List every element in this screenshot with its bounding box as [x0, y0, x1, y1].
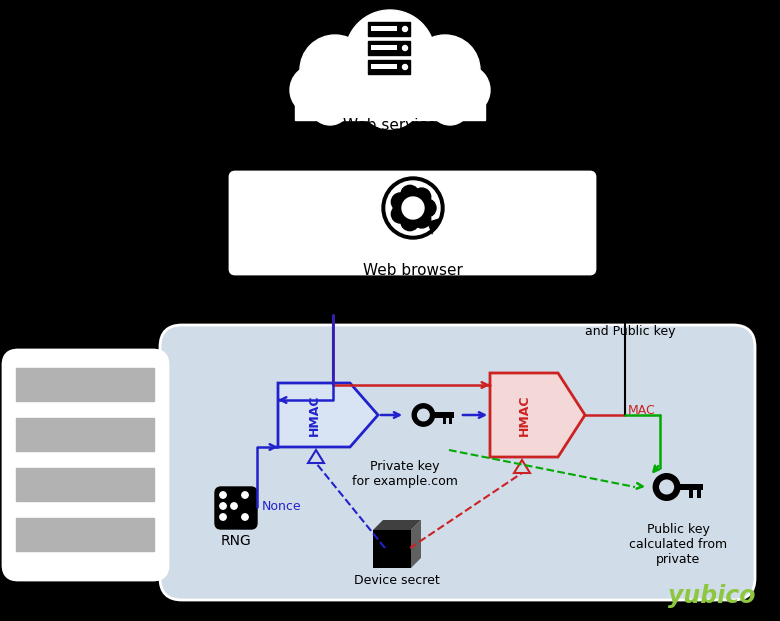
- Bar: [371, 45, 397, 50]
- Bar: [368, 22, 410, 36]
- Polygon shape: [411, 520, 421, 568]
- FancyBboxPatch shape: [3, 350, 168, 580]
- Text: AppID: AppID: [316, 300, 358, 314]
- Circle shape: [392, 205, 410, 223]
- Bar: [368, 41, 410, 55]
- Polygon shape: [308, 450, 324, 463]
- Bar: [371, 26, 397, 31]
- Circle shape: [660, 480, 673, 494]
- Circle shape: [345, 10, 435, 100]
- Polygon shape: [278, 383, 378, 447]
- Text: Private key
for example.com: Private key for example.com: [352, 460, 458, 488]
- Bar: [16, 468, 154, 501]
- Text: MAC: MAC: [628, 404, 656, 417]
- Circle shape: [392, 193, 410, 211]
- Bar: [16, 518, 154, 551]
- Polygon shape: [373, 530, 411, 568]
- Circle shape: [290, 65, 340, 115]
- Circle shape: [231, 503, 237, 509]
- Circle shape: [242, 492, 248, 498]
- Text: HMAC: HMAC: [517, 394, 530, 436]
- Circle shape: [310, 85, 350, 125]
- Circle shape: [220, 503, 226, 509]
- Circle shape: [386, 181, 440, 235]
- Circle shape: [417, 409, 429, 421]
- Text: Nonce: Nonce: [262, 501, 302, 514]
- Polygon shape: [490, 373, 585, 457]
- Circle shape: [220, 492, 226, 498]
- Text: AppID: AppID: [290, 143, 332, 157]
- Circle shape: [402, 197, 424, 219]
- Circle shape: [412, 404, 434, 426]
- Circle shape: [418, 199, 436, 217]
- Bar: [449, 417, 452, 424]
- Bar: [442, 417, 446, 424]
- Circle shape: [410, 35, 480, 105]
- Circle shape: [430, 85, 470, 125]
- Polygon shape: [514, 460, 530, 473]
- Circle shape: [220, 514, 226, 520]
- Circle shape: [382, 177, 444, 239]
- Text: Web browser: Web browser: [363, 263, 463, 278]
- Circle shape: [654, 474, 680, 501]
- Bar: [431, 412, 454, 417]
- Bar: [16, 418, 154, 451]
- Bar: [690, 490, 693, 497]
- Polygon shape: [373, 520, 421, 530]
- Circle shape: [300, 35, 370, 105]
- FancyBboxPatch shape: [230, 172, 595, 274]
- Circle shape: [402, 65, 407, 70]
- Circle shape: [401, 212, 419, 230]
- Circle shape: [413, 188, 431, 206]
- Text: Device secret: Device secret: [354, 574, 440, 587]
- Circle shape: [401, 185, 419, 203]
- Circle shape: [390, 55, 450, 115]
- Bar: [676, 484, 703, 490]
- Text: RNG: RNG: [221, 534, 251, 548]
- FancyBboxPatch shape: [160, 325, 755, 600]
- Circle shape: [440, 65, 490, 115]
- Bar: [16, 368, 154, 401]
- Text: Key handle
and Public key: Key handle and Public key: [575, 140, 675, 170]
- Text: yubico: yubico: [668, 584, 755, 608]
- Circle shape: [358, 65, 422, 129]
- Text: Web service: Web service: [343, 118, 437, 133]
- Circle shape: [242, 514, 248, 520]
- Circle shape: [402, 45, 407, 50]
- Bar: [371, 64, 397, 69]
- Circle shape: [330, 55, 390, 115]
- Text: Public key
calculated from
private: Public key calculated from private: [629, 523, 727, 566]
- Polygon shape: [427, 218, 440, 235]
- Bar: [295, 75, 485, 120]
- Bar: [368, 60, 410, 74]
- Text: HMAC: HMAC: [307, 394, 321, 436]
- FancyBboxPatch shape: [215, 487, 257, 529]
- Circle shape: [402, 27, 407, 32]
- Bar: [697, 490, 700, 497]
- Circle shape: [413, 210, 431, 228]
- Text: Key handle
(Nonce and MAC)
and Public key: Key handle (Nonce and MAC) and Public ke…: [585, 295, 693, 338]
